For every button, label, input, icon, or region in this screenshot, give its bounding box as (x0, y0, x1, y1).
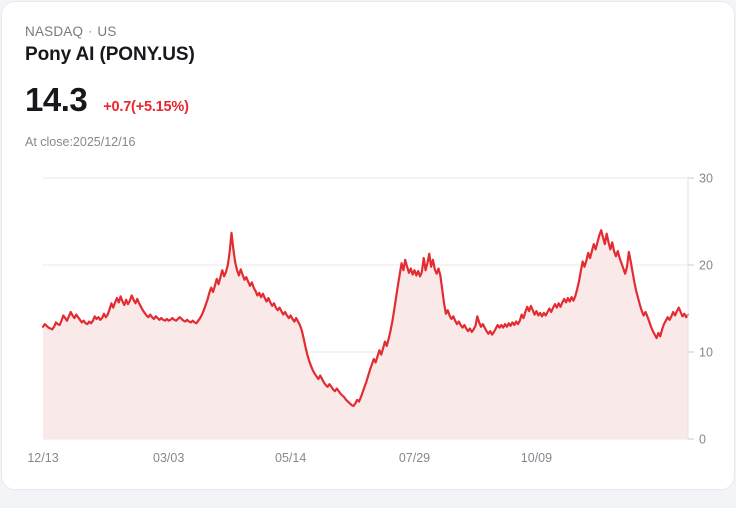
current-price: 14.3 (25, 81, 88, 118)
region-label: US (97, 24, 117, 39)
page-title: Pony AI (PONY.US) (25, 44, 195, 65)
x-axis: 12/13 03/03 05/14 07/29 10/09 (27, 451, 552, 465)
x-tick-label: 12/13 (27, 451, 58, 465)
y-tick-label: 30 (699, 172, 713, 186)
stock-quote-card: NASDAQ · US Pony AI (PONY.US) 14.3 +0.7(+5… (1, 1, 735, 490)
y-axis: 0 10 20 30 (687, 172, 713, 447)
quote-header: NASDAQ · US Pony AI (PONY.US) 14.3 +0.7(+5… (2, 2, 734, 150)
price-change: +0.7(+5.15%) (103, 99, 189, 115)
price-chart-svg[interactable]: 0 10 20 30 12/13 03/03 05/14 07/29 10/09 (2, 162, 735, 482)
separator-dot: · (88, 24, 93, 38)
y-tick-label: 0 (699, 433, 706, 447)
x-tick-label: 03/03 (153, 451, 184, 465)
x-tick-label: 05/14 (275, 451, 306, 465)
market-status: At close:2025/12/16 (25, 135, 136, 149)
quote-row: 14.3 +0.7(+5.15%) (25, 81, 734, 119)
price-line (41, 229, 690, 408)
price-chart[interactable]: 0 10 20 30 12/13 03/03 05/14 07/29 10/09 (2, 162, 735, 482)
x-tick-label: 10/09 (521, 451, 552, 465)
y-tick-label: 10 (699, 346, 713, 360)
y-tick-label: 20 (699, 259, 713, 273)
exchange-line: NASDAQ · US (25, 23, 734, 39)
exchange-name: NASDAQ (25, 24, 84, 39)
x-tick-label: 07/29 (399, 451, 430, 465)
price-area-fill (43, 230, 688, 439)
